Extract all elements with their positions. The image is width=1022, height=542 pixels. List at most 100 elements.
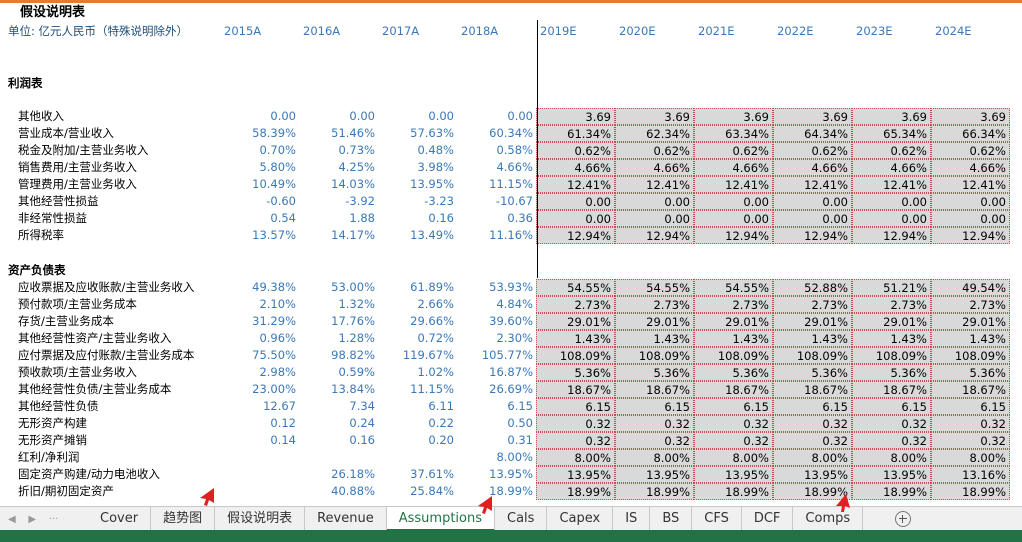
row-label: 固定资产购建/动力电池收入 — [18, 467, 160, 481]
history-cell: 0.72% — [417, 331, 454, 345]
row-label: 其他经营性损益 — [18, 194, 99, 208]
sheet-tab[interactable]: Comps — [793, 507, 864, 531]
forecast-cell: 4.66% — [615, 159, 694, 176]
forecast-cell: 1.43% — [931, 330, 1010, 347]
row-label: 税金及附加/主营业务收入 — [18, 143, 149, 157]
row-label: 存货/主营业务成本 — [18, 314, 114, 328]
history-cell: 11.15% — [489, 177, 533, 191]
forecast-cell: 12.94% — [694, 227, 773, 244]
history-cell — [220, 483, 299, 500]
year-header: 2021E — [698, 24, 735, 38]
forecast-cell: 1.43% — [694, 330, 773, 347]
forecast-cell: 0.62% — [931, 142, 1010, 159]
history-cell: 0.14 — [270, 433, 296, 447]
year-header: 2015A — [224, 24, 262, 38]
forecast-cell: 12.94% — [615, 227, 694, 244]
forecast-cell: 4.66% — [931, 159, 1010, 176]
forecast-cell: 0.32 — [694, 432, 773, 449]
forecast-cell: 18.99% — [773, 483, 852, 500]
sheet-tab[interactable]: Revenue — [305, 507, 387, 531]
forecast-cell: 6.15 — [694, 398, 773, 415]
history-cell: 37.61% — [410, 467, 454, 481]
forecast-cell: 6.15 — [852, 398, 931, 415]
history-cell: 12.67 — [263, 399, 296, 413]
forecast-cell: 13.95% — [615, 466, 694, 483]
forecast-cell: 0.00 — [852, 210, 931, 227]
forecast-cell: 2.73% — [931, 296, 1010, 313]
history-cell: 4.84% — [496, 297, 533, 311]
forecast-cell: 5.36% — [773, 364, 852, 381]
forecast-cell: 108.09% — [536, 347, 615, 364]
history-cell: 1.32% — [338, 297, 375, 311]
row-label: 预收款项/主营业务收入 — [18, 365, 137, 379]
forecast-cell: 65.34% — [852, 125, 931, 142]
add-sheet[interactable] — [895, 511, 912, 527]
history-cell: 0.50 — [507, 416, 533, 430]
forecast-cell: 3.69 — [536, 108, 615, 125]
forecast-cell: 5.36% — [615, 364, 694, 381]
sheet-tab[interactable]: Assumptions — [386, 507, 496, 531]
history-cell: 2.66% — [417, 297, 454, 311]
sheet-tabs: ◀ ▶ ··· Cover 趋势图 假设说明表 Revenue Assumptions C… — [0, 506, 1022, 531]
forecast-cell: 18.67% — [536, 381, 615, 398]
forecast-cell: 18.67% — [615, 381, 694, 398]
forecast-cell: 61.34% — [536, 125, 615, 142]
year-header: 2018A — [461, 24, 499, 38]
forecast-cell: 12.94% — [931, 227, 1010, 244]
forecast-cell: 12.94% — [536, 227, 615, 244]
sheet-tab[interactable]: 趋势图 — [151, 507, 216, 531]
history-cell: 4.66% — [496, 160, 533, 174]
forecast-cell: 29.01% — [694, 313, 773, 330]
forecast-divider — [537, 20, 538, 278]
row-label: 销售费用/主营业务收入 — [18, 160, 137, 174]
year-header: 2019E — [540, 24, 577, 38]
year-header: 2020E — [619, 24, 656, 38]
forecast-cell: 6.15 — [773, 398, 852, 415]
sheet-tab[interactable]: IS — [613, 507, 651, 531]
sheet-tab[interactable]: 假设说明表 — [215, 507, 306, 531]
forecast-cell: 29.01% — [615, 313, 694, 330]
sheet-tab[interactable]: Capex — [547, 507, 614, 531]
forecast-cell: 8.00% — [536, 449, 615, 466]
history-cell: 23.00% — [252, 382, 296, 396]
history-cell: 57.63% — [410, 126, 454, 140]
history-cell: 39.60% — [489, 314, 533, 328]
history-cell: 0.96% — [259, 331, 296, 345]
forecast-cell: 1.43% — [773, 330, 852, 347]
forecast-cell: 0.32 — [615, 415, 694, 432]
cursor-arrow — [200, 488, 214, 506]
history-cell: 0.59% — [338, 365, 375, 379]
history-cell: 40.88% — [331, 484, 375, 498]
year-header: 2024E — [935, 24, 972, 38]
history-cell — [299, 449, 378, 466]
history-cell: 0.00 — [428, 109, 454, 123]
sheet-tab[interactable]: CFS — [692, 507, 742, 531]
forecast-cell: 62.34% — [615, 125, 694, 142]
history-cell: 75.50% — [252, 348, 296, 362]
row-label: 折旧/期初固定资产 — [18, 484, 114, 498]
forecast-cell: 18.67% — [852, 381, 931, 398]
forecast-cell: 52.88% — [773, 279, 852, 296]
forecast-cell: 0.00 — [694, 193, 773, 210]
history-cell: 119.67% — [402, 348, 454, 362]
history-cell: 0.58% — [496, 143, 533, 157]
sheet-tab[interactable]: Cals — [495, 507, 548, 531]
history-cell: 7.34 — [349, 399, 375, 413]
sheet-tab[interactable]: Cover — [88, 507, 152, 531]
history-cell: 0.31 — [507, 433, 533, 447]
history-cell: 26.69% — [489, 382, 533, 396]
row-label: 管理费用/主营业务收入 — [18, 177, 137, 191]
sheet-tab[interactable]: BS — [650, 507, 693, 531]
forecast-cell: 18.99% — [852, 483, 931, 500]
history-cell: 49.38% — [252, 280, 296, 294]
forecast-cell: 13.95% — [694, 466, 773, 483]
history-cell: 26.18% — [331, 467, 375, 481]
forecast-cell: 0.00 — [852, 193, 931, 210]
forecast-cell: 0.00 — [931, 210, 1010, 227]
forecast-cell: 0.32 — [694, 415, 773, 432]
history-cell: -10.67 — [495, 194, 533, 208]
sheet-tab[interactable]: DCF — [742, 507, 794, 531]
tab-nav[interactable]: ◀ ▶ ··· — [8, 513, 59, 525]
history-cell: 4.25% — [338, 160, 375, 174]
row-label: 其他经营性资产/主营业务收入 — [18, 331, 172, 345]
